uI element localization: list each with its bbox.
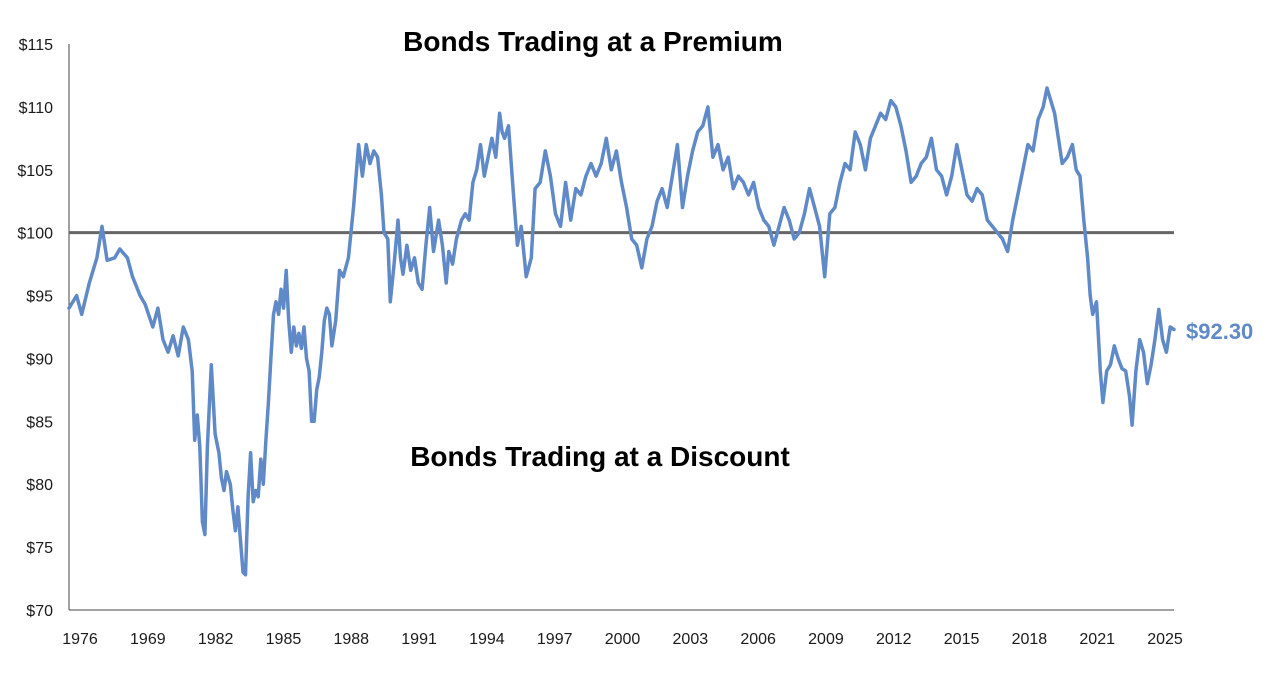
y-tick-label: $70 [26, 603, 53, 620]
x-tick-label: 2006 [740, 631, 776, 648]
x-tick-label: 1994 [469, 631, 505, 648]
x-tick-label: 2015 [944, 631, 980, 648]
y-axis-tick-labels: $70 $75 $80 $85 $90 $95 $100 $105 $110 $115 [17, 37, 53, 620]
x-tick-label: 1982 [198, 631, 234, 648]
y-tick-label: $100 [17, 226, 53, 243]
end-value-label: $92.30 [1186, 319, 1253, 344]
y-tick-label: $90 [26, 351, 53, 368]
x-tick-label: 2009 [808, 631, 844, 648]
y-tick-label: $80 [26, 477, 53, 494]
x-tick-label: 2003 [673, 631, 709, 648]
y-tick-label: $110 [19, 100, 54, 117]
y-tick-label: $75 [26, 540, 53, 557]
x-tick-label: 2012 [876, 631, 912, 648]
x-tick-label: 2025 [1147, 631, 1183, 648]
x-tick-label: 1997 [537, 631, 573, 648]
x-tick-label: 2018 [1012, 631, 1048, 648]
y-tick-label: $95 [26, 289, 53, 306]
x-tick-label: 1988 [333, 631, 369, 648]
x-tick-label: 1969 [130, 631, 166, 648]
x-tick-label: 1976 [62, 631, 98, 648]
y-tick-label: $85 [26, 414, 53, 431]
bond-price-series-line [67, 86, 1176, 577]
x-tick-label: 2021 [1079, 631, 1115, 648]
y-tick-label: $115 [19, 37, 54, 54]
discount-annotation: Bonds Trading at a Discount [410, 441, 790, 472]
x-axis-tick-labels: 1976 1969 1982 1985 1988 1991 1994 1997 2000 2003… [62, 631, 1183, 648]
x-tick-label: 1985 [266, 631, 302, 648]
y-tick-label: $105 [17, 163, 53, 180]
x-tick-label: 2000 [605, 631, 641, 648]
x-tick-label: 1991 [401, 631, 437, 648]
premium-annotation: Bonds Trading at a Premium [403, 26, 783, 57]
